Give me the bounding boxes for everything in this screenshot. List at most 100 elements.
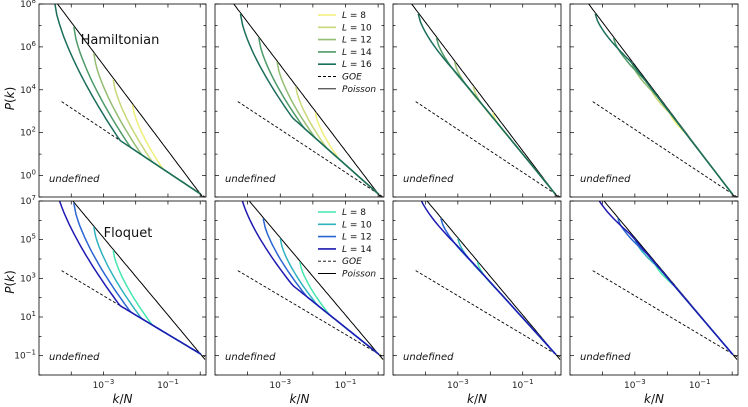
x-tick-label: 10−3 [624, 378, 646, 391]
series-L-14 [241, 201, 380, 355]
x-tick-label: 10−1 [512, 378, 534, 391]
y-tick-label: 106 [20, 40, 36, 53]
x-ticks [70, 4, 201, 197]
panel-param: undefined [403, 174, 454, 185]
poisson-line [56, 4, 204, 197]
goe-line [61, 270, 206, 357]
x-ticks [247, 201, 379, 375]
x-ticks [602, 4, 733, 197]
axes-frame [392, 200, 562, 376]
y-axis-title: P(k) [3, 270, 17, 294]
x-axis-title: k/N [290, 392, 310, 406]
x-tick-label: 10−1 [689, 378, 711, 391]
y-axis-title: P(k) [3, 87, 17, 111]
y-ticks [215, 200, 384, 376]
legend-entry: L = 8 [342, 11, 366, 21]
x-ticks [425, 201, 556, 375]
panel-b: undefined L = 8 L = 10 L = 12 L = 14 L = 16 GO… [214, 3, 385, 198]
goe-line [592, 101, 738, 197]
axes-frame [392, 3, 562, 198]
x-tick-label: 10−3 [447, 378, 469, 391]
x-ticks [247, 4, 379, 197]
legend-entry: GOE [342, 73, 362, 83]
goe-line [415, 101, 561, 197]
y-tick-label: 102 [20, 126, 36, 139]
legend-entry: L = 10 [342, 220, 372, 230]
x-tick-label: 10−1 [157, 378, 179, 391]
y-tick-label: 10−1 [14, 349, 36, 362]
y-tick-label: 100 [20, 169, 36, 182]
y-tick-label: 101 [20, 310, 36, 323]
axes-frame [569, 200, 739, 376]
poisson-line [411, 4, 559, 197]
poisson-line [426, 201, 561, 360]
panel-param: undefined [225, 352, 276, 363]
panel-f: 10−310−1k/NundefinedL = 8L = 10L = 12L =… [214, 200, 385, 406]
panel-param: undefined [403, 352, 454, 363]
series-L-16 [417, 13, 557, 196]
x-ticks [70, 201, 201, 375]
panel-c: undefined [392, 3, 562, 198]
legend-entry: L = 12 [342, 36, 372, 46]
panel-param: undefined [225, 174, 276, 185]
legend-entry: L = 16 [342, 60, 372, 70]
panel-h: 10−3 10−1 k/N undefined [569, 200, 739, 406]
y-ticks [215, 3, 384, 198]
y-tick-label: 105 [20, 233, 36, 246]
legend-entry: L = 14 [342, 48, 372, 58]
x-tick-label: 10−3 [93, 378, 115, 391]
panel-a: 108 106 104 102 100 undefined Hamiltonian [20, 0, 207, 198]
y-ticks [39, 3, 206, 198]
poisson-line [72, 201, 206, 360]
series-L-16 [239, 13, 380, 195]
x-tick-label: 10−3 [269, 378, 291, 391]
series-L-16 [594, 13, 734, 196]
legend-entry: GOE [342, 257, 362, 267]
legend: L = 8 L = 10 L = 12 L = 14 GOE Poisson [318, 208, 376, 280]
legend-entry: L = 12 [342, 233, 372, 243]
series-L-14 [420, 201, 557, 355]
legend: L = 8 L = 10 L = 12 L = 14 L = 16 GOE Poisson [318, 11, 376, 95]
goe-line [237, 101, 384, 197]
panel-g: 10−3 10−1 k/N undefined [392, 200, 562, 406]
legend-entry: L = 14 [342, 245, 372, 255]
goe-line [415, 270, 561, 357]
axes-frame [38, 3, 207, 198]
legend-entry: Poisson [342, 85, 376, 95]
y-ticks [570, 200, 738, 376]
y-tick-label: 107 [20, 194, 36, 207]
legend-entry: Poisson [342, 270, 376, 280]
series-L-14 [58, 201, 202, 355]
y-ticks [393, 200, 561, 376]
y-ticks [39, 200, 206, 376]
y-tick-label: 103 [20, 271, 36, 284]
panel-d: undefined [569, 3, 739, 198]
row-title: Hamiltonian [81, 33, 160, 48]
row-title: Floquet [104, 226, 153, 241]
axes-frame [38, 200, 207, 376]
goe-line [592, 270, 738, 357]
y-ticks [393, 3, 561, 198]
x-tick-label: 10−1 [335, 378, 357, 391]
panel-param: undefined [49, 352, 100, 363]
panel-e: 107 105 103 101 10−1 10−3 10−1 k/N undefined Floq… [14, 194, 207, 406]
panel-param: undefined [580, 352, 631, 363]
axes-frame [569, 3, 739, 198]
x-axis-title: k/N [467, 392, 487, 406]
y-ticks [570, 3, 738, 198]
axes-frame [214, 3, 385, 198]
legend-entry: L = 8 [342, 208, 366, 218]
poisson-line [248, 201, 384, 360]
series-L-14 [598, 201, 734, 355]
poisson-line [233, 4, 382, 197]
y-tick-label: 104 [20, 83, 36, 96]
x-ticks [602, 201, 733, 375]
x-axis-title: k/N [644, 392, 664, 406]
goe-line [237, 270, 384, 357]
y-tick-label: 108 [20, 0, 36, 10]
axes-frame [214, 200, 385, 376]
panel-param: undefined [580, 174, 631, 185]
series-L-16 [54, 4, 202, 195]
x-axis-title: k/N [113, 392, 133, 406]
